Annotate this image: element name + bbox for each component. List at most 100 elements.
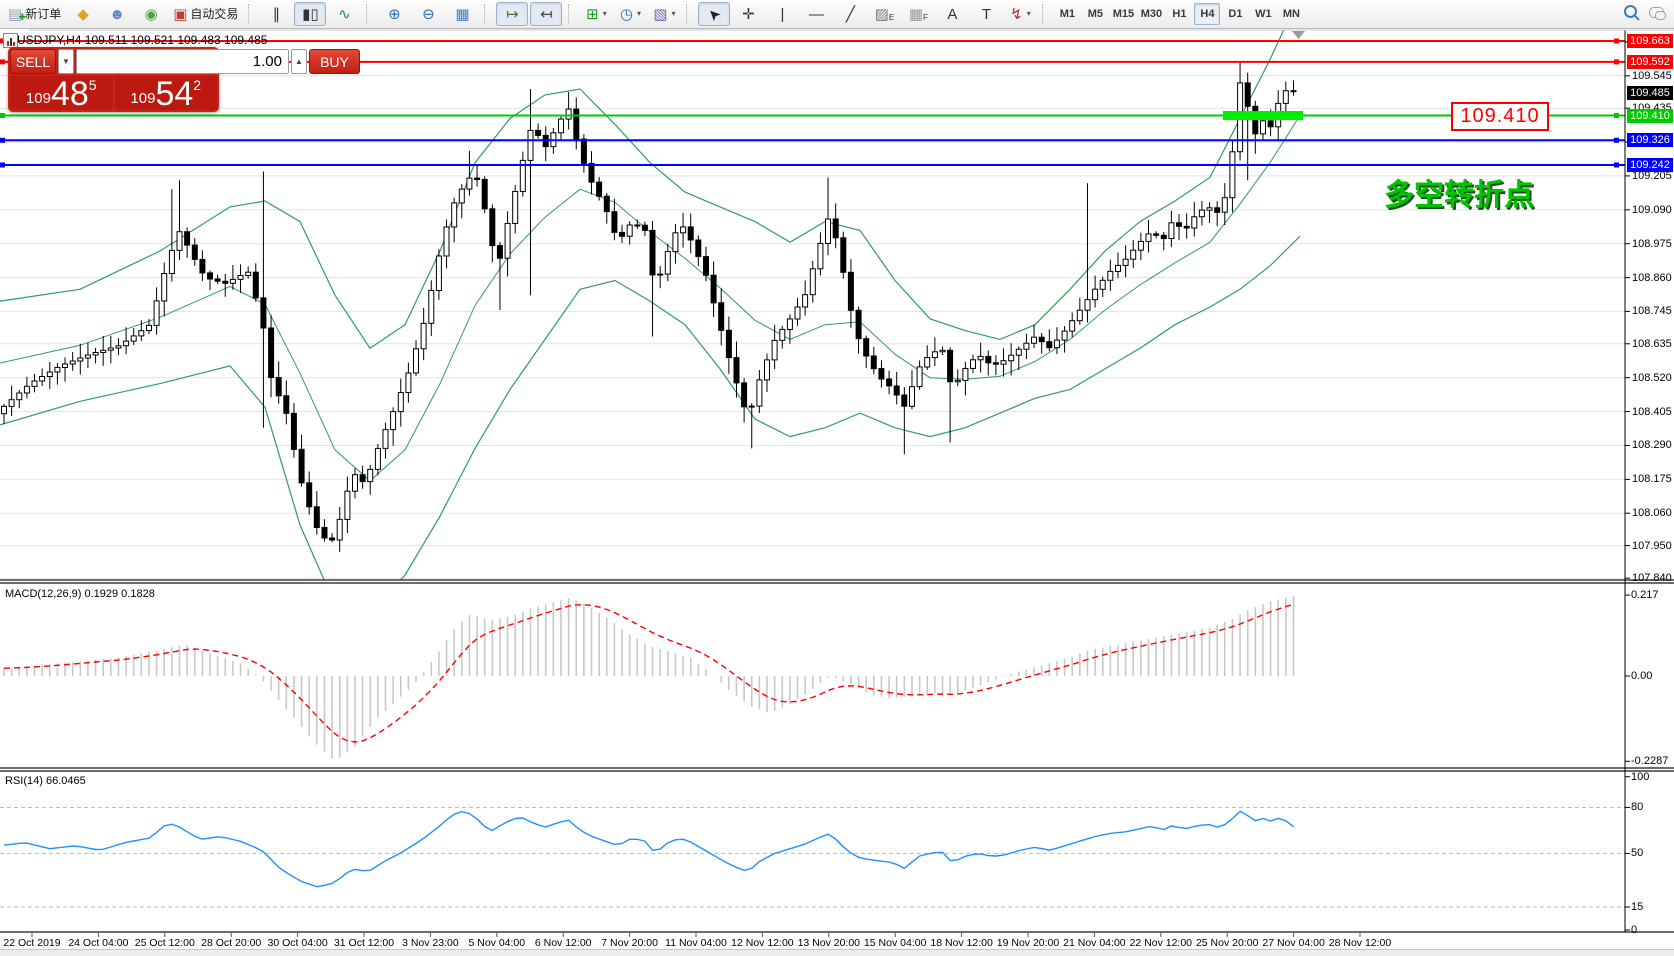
cursor-button[interactable]: ➤: [698, 2, 731, 26]
price-level-badge: 109.410: [1627, 108, 1673, 123]
timeframe-m30-button[interactable]: M30: [1138, 3, 1164, 25]
time-axis-label: 5 Nov 04:00: [468, 937, 526, 949]
macd-axis-tick: 0.217: [1631, 589, 1659, 602]
buy-price-sup: 2: [193, 77, 202, 93]
icon-subscript: F: [923, 13, 928, 22]
community-button[interactable]: [1649, 5, 1666, 23]
auto-scroll-button[interactable]: ↦: [496, 2, 529, 26]
profile-button[interactable]: ☻: [101, 2, 133, 26]
turning-point-annotation[interactable]: 多空转折点: [1384, 179, 1534, 212]
timeframe-m30-button-label: M30: [1140, 8, 1163, 20]
timeframe-w1-button[interactable]: W1: [1250, 3, 1276, 25]
toolbar-separator: [366, 4, 372, 24]
volume-input[interactable]: [76, 49, 289, 74]
dropdown-arrow-icon[interactable]: ▾: [602, 9, 607, 18]
auto-scroll-icon: ↦: [506, 5, 519, 23]
market-watch-button[interactable]: ◆: [67, 2, 99, 26]
volume-decrease-button[interactable]: ▼: [58, 49, 74, 74]
buy-price-tile[interactable]: 109 54 2: [114, 75, 217, 113]
time-axis-label: 30 Oct 04:00: [267, 937, 328, 949]
time-axis-label: 21 Nov 04:00: [1063, 937, 1126, 949]
time-axis-label: 28 Oct 20:00: [201, 937, 262, 949]
chart-title: USDJPY,H4 109.511 109.521 109.483 109.48…: [17, 33, 268, 47]
timeframe-m1-button[interactable]: M1: [1054, 3, 1080, 25]
icon-subscript: E: [888, 13, 895, 22]
autotrading-button-label: 自动交易: [190, 7, 239, 21]
candlestick-button[interactable]: ▮▯: [294, 2, 327, 26]
price-level-badge: 109.326: [1627, 133, 1673, 148]
market-watch-icon: ◆: [77, 5, 89, 23]
horizontal-line-button[interactable]: —: [800, 2, 832, 26]
tile-windows-icon: ▦: [455, 5, 470, 23]
timeframe-m15-button[interactable]: M15: [1110, 3, 1136, 25]
chart-shift-button[interactable]: ↤: [530, 2, 563, 26]
chart-shift-icon: ↤: [540, 5, 553, 23]
cursor-icon: ➤: [703, 3, 725, 25]
rsi-axis-tick: 0: [1631, 924, 1638, 936]
dropdown-arrow-icon[interactable]: ▾: [671, 9, 676, 18]
macd-label: MACD(12,26,9) 0.1929 0.1828: [5, 588, 155, 600]
bar-chart-button[interactable]: ∥: [260, 2, 292, 26]
channel-button[interactable]: ▨ E: [868, 2, 900, 26]
price-axis-tick: 108.635: [1632, 337, 1672, 350]
price-axis-tick: 109.205: [1632, 169, 1672, 182]
timeframe-m5-button-label: M5: [1087, 8, 1104, 20]
indicators-button[interactable]: ⊞ ▾: [580, 2, 612, 26]
time-axis-label: 27 Nov 04:00: [1262, 937, 1325, 949]
volume-increase-button[interactable]: ▲: [291, 49, 307, 74]
vertical-line-button[interactable]: |: [766, 2, 798, 26]
zoom-out-button[interactable]: ⊖: [412, 2, 444, 26]
dropdown-arrow-icon[interactable]: ▾: [636, 9, 641, 18]
profile-icon: ☻: [109, 5, 126, 23]
rsi-axis-tick: 15: [1631, 901, 1644, 913]
timeframe-h1-button[interactable]: H1: [1166, 3, 1192, 25]
toolbar-separator: [568, 4, 574, 24]
trendline-button[interactable]: ╱: [834, 2, 866, 26]
arrows-button[interactable]: ↯ ▾: [1004, 2, 1036, 26]
buy-button[interactable]: BUY: [309, 49, 360, 74]
timeframe-mn-button-label: MN: [1282, 8, 1300, 20]
chart-window-icon[interactable]: [3, 33, 18, 48]
toolbar-separator: [686, 4, 692, 24]
time-axis-label: 31 Oct 12:00: [333, 937, 395, 949]
autotrading-button[interactable]: ▣ 自动交易: [169, 2, 242, 26]
fibonacci-button[interactable]: ▦ F: [902, 2, 934, 26]
periods-button[interactable]: ◷ ▾: [614, 2, 646, 26]
time-axis-label: 24 Oct 04:00: [68, 937, 129, 949]
templates-button[interactable]: ▧ ▾: [648, 2, 680, 26]
sell-price-big: 48: [50, 75, 89, 113]
price-axis-tick: 107.950: [1632, 539, 1672, 552]
window-bottom-edge: [0, 949, 1674, 956]
price-axis-tick: 107.840: [1632, 572, 1672, 585]
buy-price-prefix: 109: [130, 90, 156, 107]
price-axis-tick: 108.520: [1632, 371, 1672, 384]
sell-price-sup: 5: [88, 77, 97, 93]
text-button[interactable]: A: [936, 2, 968, 26]
community-icon: [1649, 7, 1666, 20]
timeframe-mn-button[interactable]: MN: [1278, 3, 1304, 25]
text-label-button[interactable]: T: [970, 2, 1002, 26]
tile-windows-button[interactable]: ▦: [446, 2, 478, 26]
timeframe-h4-button[interactable]: H4: [1194, 3, 1221, 25]
timeframe-m5-button[interactable]: M5: [1082, 3, 1108, 25]
buy-price-big: 54: [155, 75, 194, 113]
new-order-button[interactable]: ▤ ✚ 新订单: [4, 2, 65, 26]
timeframe-d1-button[interactable]: D1: [1222, 3, 1248, 25]
price-level-badge: 109.242: [1627, 158, 1673, 173]
sell-button[interactable]: SELL: [10, 49, 56, 74]
dropdown-arrow-icon[interactable]: ▾: [1026, 9, 1031, 18]
zoom-in-button[interactable]: ⊕: [378, 2, 410, 26]
periods-icon: ◷: [619, 5, 633, 23]
line-chart-button[interactable]: ∿: [328, 2, 360, 26]
time-axis-label: 6 Nov 12:00: [534, 937, 592, 949]
signals-button[interactable]: ◉: [135, 2, 167, 26]
crosshair-button[interactable]: ✛: [732, 2, 764, 26]
sell-price-tile[interactable]: 109 48 5: [10, 75, 113, 113]
timeframe-h1-button-label: H1: [1172, 8, 1187, 20]
time-axis-label: 28 Nov 12:00: [1328, 937, 1392, 949]
search-button[interactable]: [1624, 5, 1637, 23]
pivot-price-label[interactable]: 109.410: [1451, 102, 1549, 131]
candlestick-icon: ▮▯: [302, 5, 319, 23]
time-axis-label: 25 Nov 20:00: [1195, 937, 1259, 949]
